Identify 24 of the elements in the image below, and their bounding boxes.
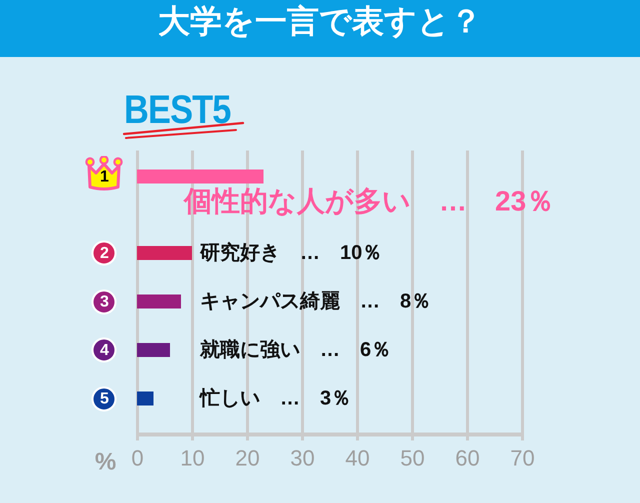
x-tick-label: 50 <box>400 446 425 470</box>
x-tick-label: 70 <box>510 446 535 470</box>
x-tick-label: 40 <box>345 446 370 470</box>
y-tick-label: 1 <box>100 168 110 186</box>
x-tick-label: 60 <box>455 446 480 470</box>
y-tick-label: 2 <box>100 245 110 262</box>
bar <box>137 246 192 260</box>
data-label: 就職に強い … 6％ <box>199 338 392 362</box>
x-tick-label: 30 <box>290 446 315 470</box>
chart-subtitle: BEST5 <box>124 88 231 133</box>
x-tick-label: 0 <box>131 446 144 470</box>
x-tick-label: 10 <box>180 446 205 470</box>
data-label: 研究好き … 10％ <box>199 241 382 264</box>
x-tick-label: 20 <box>235 446 260 470</box>
bar <box>137 343 170 358</box>
y-tick-label: 5 <box>100 390 110 408</box>
bar <box>137 294 181 309</box>
data-label: 個性的な人が多い … 23％ <box>183 186 554 217</box>
y-tick-label: 4 <box>100 342 110 360</box>
y-tick-label: 3 <box>100 294 110 311</box>
data-label: キャンパス綺麗 … 8％ <box>200 290 432 313</box>
data-label: 忙しい … 3％ <box>198 386 352 410</box>
x-axis-title: % <box>94 448 116 476</box>
bar <box>137 392 154 406</box>
